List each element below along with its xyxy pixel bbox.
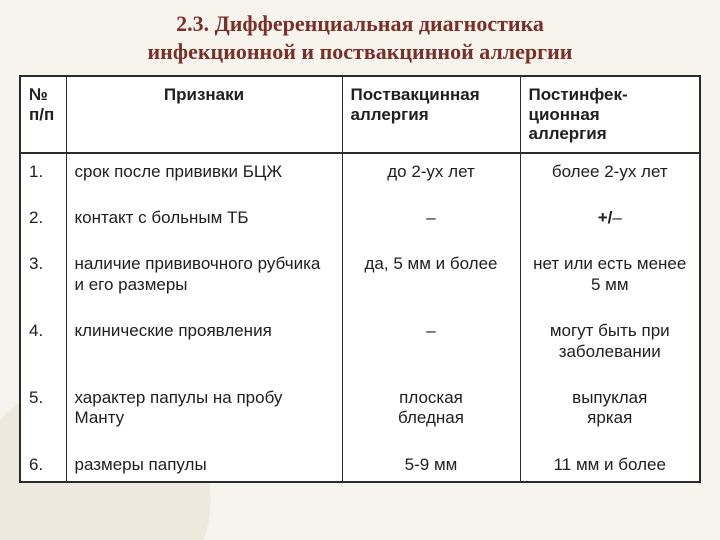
cell-num: 6. (20, 449, 66, 482)
cell-pv: – (342, 202, 520, 234)
header-sign-text: Признаки (164, 85, 244, 104)
cell-pv: 5-9 мм (342, 449, 520, 482)
cell-sign: срок после прививки БЦЖ (66, 153, 342, 188)
table-row: 2. контакт с больным ТБ – +/– (20, 202, 700, 234)
row-spacer (20, 368, 700, 382)
title-line-2: инфекционной и поствакцинной аллергии (148, 39, 573, 64)
cell-sign: размеры папулы (66, 449, 342, 482)
row-spacer (20, 435, 700, 449)
table-row: 6. размеры папулы 5-9 мм 11 мм и более (20, 449, 700, 482)
table-row: 3. наличие прививочного рубчика и его ра… (20, 248, 700, 301)
table-row: 5. характер папулы на пробу Манту плоска… (20, 382, 700, 435)
header-pv-text: Поствакцинная аллергия (351, 85, 480, 124)
cell-sign: наличие прививочного рубчика и его разме… (66, 248, 342, 301)
header-num-text: № п/п (29, 85, 54, 124)
diagnosis-table: № п/п Признаки Поствакцинная аллергия По… (19, 75, 701, 483)
slide-container: { "title": { "line1": "2.3. Дифференциал… (0, 0, 720, 540)
row-spacer (20, 188, 700, 202)
cell-sign: характер папулы на пробу Манту (66, 382, 342, 435)
cell-pi: выпуклаяяркая (520, 382, 700, 435)
table-header-row: № п/п Признаки Поствакцинная аллергия По… (20, 76, 700, 153)
row-spacer (20, 234, 700, 248)
cell-pv: плоскаябледная (342, 382, 520, 435)
cell-pi: +/– (520, 202, 700, 234)
cell-pi: могут быть при заболевании (520, 315, 700, 368)
cell-pv: да, 5 мм и более (342, 248, 520, 301)
cell-num: 2. (20, 202, 66, 234)
cell-pi: 11 мм и более (520, 449, 700, 482)
header-pv: Поствакцинная аллергия (342, 76, 520, 153)
title-line-1: 2.3. Дифференциальная диагностика (176, 11, 544, 36)
cell-num: 3. (20, 248, 66, 301)
table-row: 4. клинические проявления – могут быть п… (20, 315, 700, 368)
cell-pv: до 2-ух лет (342, 153, 520, 188)
cell-num: 1. (20, 153, 66, 188)
cell-num: 5. (20, 382, 66, 435)
cell-num: 4. (20, 315, 66, 368)
header-pi-text: Постинфек-ционнаяаллергия (529, 85, 628, 143)
cell-sign: клинические проявления (66, 315, 342, 368)
cell-sign: контакт с больным ТБ (66, 202, 342, 234)
header-sign: Признаки (66, 76, 342, 153)
table-body: 1. срок после прививки БЦЖ до 2-ух лет б… (20, 153, 700, 483)
slide-title: 2.3. Дифференциальная диагностика инфекц… (0, 0, 720, 71)
cell-pi: нет или есть менее 5 мм (520, 248, 700, 301)
cell-pv: – (342, 315, 520, 368)
table-row: 1. срок после прививки БЦЖ до 2-ух лет б… (20, 153, 700, 188)
header-num: № п/п (20, 76, 66, 153)
row-spacer (20, 301, 700, 315)
cell-pi: более 2-ух лет (520, 153, 700, 188)
header-pi: Постинфек-ционнаяаллергия (520, 76, 700, 153)
